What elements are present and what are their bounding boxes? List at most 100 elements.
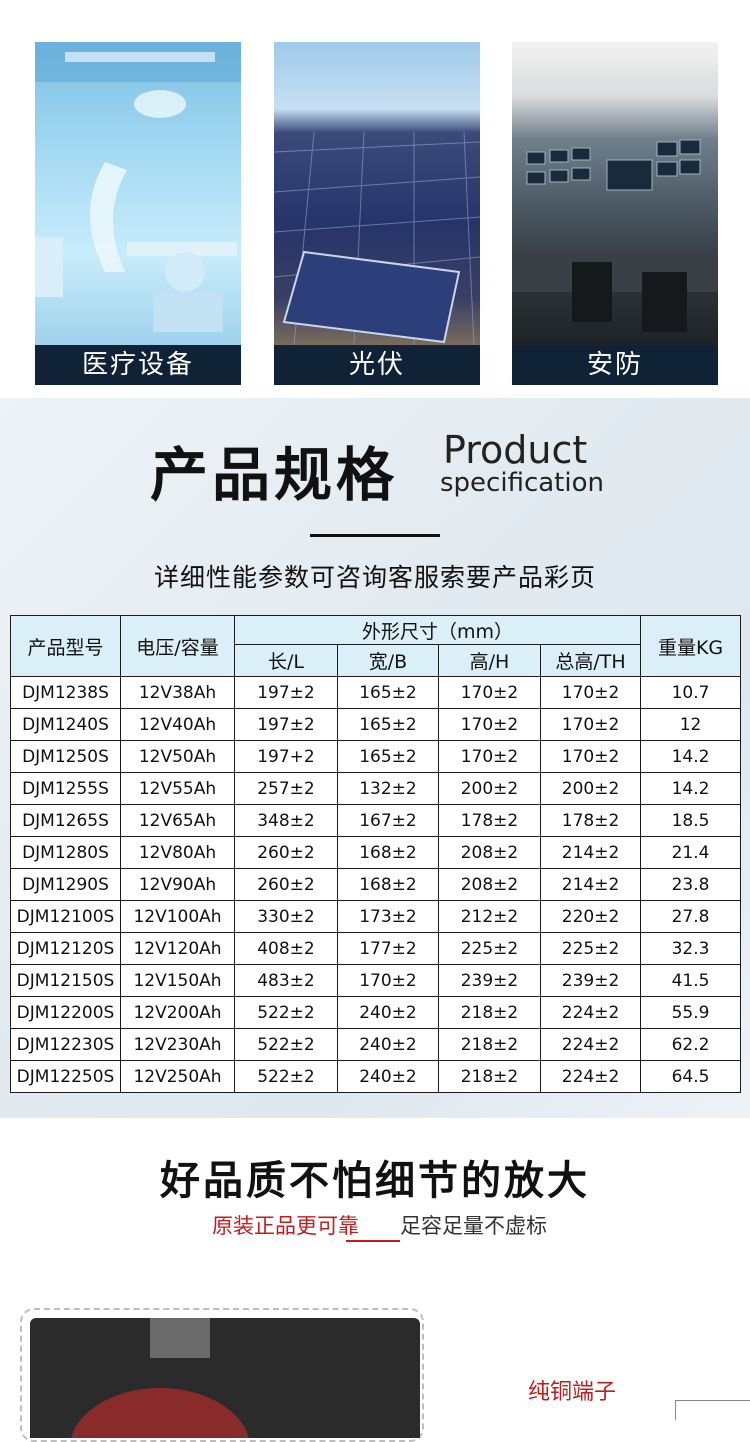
medical-equipment-caption: 医疗设备 [35,345,241,385]
cell-voltage-capacity: 12V250Ah [120,1060,235,1093]
cell-length: 522±2 [234,1028,338,1061]
detail-callout-tick [675,1400,676,1420]
spec-table: 产品型号 电压/容量 外形尺寸（mm） 重量KG 长/L 宽/B 高/H 总高/… [10,615,742,1093]
cell-length: 197±2 [234,708,338,741]
cell-voltage-capacity: 12V40Ah [120,708,235,741]
cell-height: 200±2 [438,772,541,805]
security-card: 安防 [512,42,718,385]
spec-title-underline [310,534,440,537]
cell-weight: 12 [640,708,742,741]
quality-accent-line [346,1240,400,1242]
cell-width: 168±2 [337,868,439,901]
cell-model: DJM1250S [10,740,121,773]
solar-panel-photo [274,42,480,346]
table-row: DJM12250S 12V250Ah 522±2 240±2 218±2 224±2 64.… [10,1060,742,1093]
quality-section: 好品质不怕细节的放大 原装正品更可靠 足容足量不虚标 纯铜端子 [0,1118,750,1442]
medical-device-illustration [35,42,241,332]
table-row: DJM1238S 12V38Ah 197±2 165±2 170±2 170±2 10.7 [10,676,742,709]
cell-height: 170±2 [438,676,541,709]
security-caption: 安防 [512,345,718,385]
cell-width: 177±2 [337,932,439,965]
cell-height: 225±2 [438,932,541,965]
cell-length: 348±2 [234,804,338,837]
cell-weight: 55.9 [640,996,742,1029]
cell-height: 178±2 [438,804,541,837]
cell-weight: 64.5 [640,1060,742,1093]
cell-width: 165±2 [337,676,439,709]
table-row: DJM12100S 12V100Ah 330±2 173±2 212±2 220±2 27.… [10,900,742,933]
security-monitoring-photo [512,42,718,345]
application-section: 医疗设备 光伏 [0,0,750,398]
cell-total-height: 224±2 [539,1028,642,1061]
quality-subtitle-gray: 足容足量不虚标 [400,1214,547,1238]
header-width: 宽/B [337,644,439,677]
cell-length: 483±2 [234,964,338,997]
cell-model: DJM12250S [10,1060,121,1093]
spec-title-en-specification: specification [440,468,604,498]
cell-weight: 18.5 [640,804,742,837]
cell-model: DJM1240S [10,708,121,741]
cell-length: 522±2 [234,1060,338,1093]
cell-length: 260±2 [234,836,338,869]
photovoltaic-caption: 光伏 [274,345,480,385]
cell-width: 240±2 [337,996,439,1029]
cell-height: 170±2 [438,740,541,773]
cell-height: 218±2 [438,1060,541,1093]
cell-weight: 23.8 [640,868,742,901]
cell-model: DJM12230S [10,1028,121,1061]
cell-voltage-capacity: 12V50Ah [120,740,235,773]
header-total-height: 总高/TH [539,644,642,677]
cell-length: 522±2 [234,996,338,1029]
terminal-shape [150,1318,210,1358]
table-row: DJM1240S 12V40Ah 197±2 165±2 170±2 170±2 12 [10,708,742,741]
table-row: DJM12230S 12V230Ah 522±2 240±2 218±2 224±2 62.… [10,1028,742,1061]
cell-voltage-capacity: 12V230Ah [120,1028,235,1061]
cell-width: 165±2 [337,708,439,741]
cell-width: 168±2 [337,836,439,869]
table-row: DJM12200S 12V200Ah 522±2 240±2 218±2 224±2 55.… [10,996,742,1029]
spec-title-en-product: Product [443,428,588,472]
cell-model: DJM1238S [10,676,121,709]
spec-subtitle: 详细性能参数可咨询客服索要产品彩页 [153,563,596,592]
cell-total-height: 170±2 [539,676,642,709]
cell-model: DJM12200S [10,996,121,1029]
cell-voltage-capacity: 12V80Ah [120,836,235,869]
cell-voltage-capacity: 12V150Ah [120,964,235,997]
cell-length: 260±2 [234,868,338,901]
cell-width: 132±2 [337,772,439,805]
medical-equipment-card: 医疗设备 [35,42,241,385]
cell-model: DJM1290S [10,868,121,901]
header-height: 高/H [438,644,541,677]
cell-model: DJM12150S [10,964,121,997]
cell-model: DJM12100S [10,900,121,933]
cell-height: 208±2 [438,836,541,869]
cell-voltage-capacity: 12V55Ah [120,772,235,805]
cell-length: 257±2 [234,772,338,805]
cell-total-height: 200±2 [539,772,642,805]
cell-total-height: 170±2 [539,740,642,773]
copper-terminal-label: 纯铜端子 [528,1380,617,1405]
cell-height: 212±2 [438,900,541,933]
photovoltaic-card: 光伏 [274,42,480,385]
cell-weight: 32.3 [640,932,742,965]
table-row: DJM1255S 12V55Ah 257±2 132±2 200±2 200±2 14.2 [10,772,742,805]
table-row: DJM12120S 12V120Ah 408±2 177±2 225±2 225±2 32.… [10,932,742,965]
quality-subtitle-red: 原装正品更可靠 [212,1214,359,1238]
cell-voltage-capacity: 12V65Ah [120,804,235,837]
cell-weight: 14.2 [640,772,742,805]
table-row: DJM12150S 12V150Ah 483±2 170±2 239±2 239±2 41.… [10,964,742,997]
cell-total-height: 178±2 [539,804,642,837]
spec-title-cn: 产品规格 [150,441,399,509]
quality-title: 好品质不怕细节的放大 [160,1158,590,1204]
cell-length: 408±2 [234,932,338,965]
cell-total-height: 220±2 [539,900,642,933]
cell-voltage-capacity: 12V120Ah [120,932,235,965]
solar-panel-illustration [274,131,480,346]
header-dimensions: 外形尺寸（mm） [233,615,642,645]
cell-total-height: 214±2 [539,836,642,869]
cell-length: 330±2 [234,900,338,933]
cell-voltage-capacity: 12V100Ah [120,900,235,933]
cell-model: DJM1265S [10,804,121,837]
cell-width: 240±2 [337,1028,439,1061]
monitoring-room-illustration [512,139,718,332]
